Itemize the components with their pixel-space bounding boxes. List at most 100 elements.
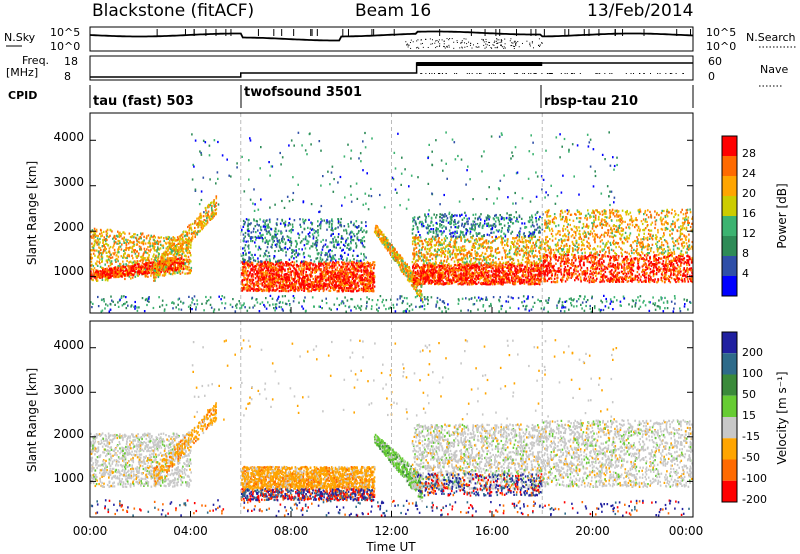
power-cell [196,231,198,234]
power-cell [295,263,298,266]
power-cell [181,255,183,258]
power-cell [352,239,355,242]
power-cell [115,254,117,257]
power-cell [387,248,390,251]
power-cell [356,259,358,262]
power-cell [253,227,255,230]
search-noise-dot [485,38,487,40]
power-cell [397,258,399,261]
power-cell [260,289,263,292]
freq-unit-label: [MHz] [6,66,38,79]
search-noise-dot [513,47,515,49]
power-cell [313,229,315,232]
power-cell [338,274,340,277]
power-cell [200,217,202,220]
power-cell [252,275,255,278]
power-cell [244,277,246,280]
power-cell [165,264,168,267]
power-cell [342,272,345,275]
power-cell [96,269,99,272]
power-cell [255,283,258,286]
noise-trace [89,29,694,49]
power-cell [356,238,359,241]
power-cell [138,268,141,271]
power-cell [351,290,353,293]
power-cell [133,244,135,247]
power-cell [257,272,259,275]
power-cell [127,242,130,245]
search-noise-dot [521,42,523,44]
power-cell [314,283,316,286]
search-noise-dot [514,40,516,42]
power-cell [162,252,165,255]
power-cell [261,237,263,240]
power-cell [114,267,116,270]
power-cell [275,263,278,266]
power-cell [136,260,139,263]
power-cell [259,276,262,279]
power-cell [339,246,342,249]
power-cell [155,265,158,268]
power-cell [394,253,397,257]
search-noise-dot [416,40,418,42]
power-cell [366,279,368,283]
power-cell [151,268,154,271]
power-cell [364,278,367,281]
noise-right-label: N.Search [746,31,796,44]
power-cell [153,265,156,269]
power-cell [363,278,365,281]
power-cell [290,274,292,277]
power-cell [331,258,333,261]
power-cell [109,234,111,237]
power-cell [302,253,305,256]
power-cell [149,265,151,268]
power-cell [168,268,170,271]
power-cell [123,253,125,256]
power-cell [165,242,168,245]
power-cell [266,283,269,286]
power-cell [340,285,342,288]
power-cell [241,228,243,231]
power-cell [156,250,158,253]
power-cell [325,262,327,265]
power-cell [369,287,372,290]
power-cell [326,252,328,255]
power-cell [328,267,331,270]
power-cell [168,271,171,274]
power-cell [109,253,112,256]
power-cell [492,267,494,270]
power-cell [256,262,259,266]
power-cell [188,232,191,235]
power-cell [352,262,354,265]
power-cell [166,259,169,262]
power-cell [360,270,363,273]
power-cell [320,268,323,271]
power-cell [172,249,174,252]
power-cell [307,226,309,229]
power-cell [383,238,385,241]
power-cell [134,252,137,255]
power-cell [388,248,391,251]
power-cell [391,250,393,253]
power-cell [185,260,188,263]
power-cell [335,275,338,278]
power-cell [133,249,135,252]
power-cell [319,281,322,284]
power-cell [352,288,355,291]
power-cell [243,287,245,290]
nave-dot [514,73,516,74]
power-cell [168,258,170,261]
power-cell [277,277,279,281]
nave-dot [528,73,530,74]
power-cell [101,276,103,279]
power-cell [106,255,108,258]
power-cell [213,204,216,207]
power-cell [167,253,169,256]
power-cell [179,254,181,257]
power-cell [461,274,463,277]
nave-dot [572,73,574,74]
power-cell [170,261,173,264]
power-cell [212,216,214,219]
power-cell [190,260,192,263]
power-cell [262,274,265,278]
